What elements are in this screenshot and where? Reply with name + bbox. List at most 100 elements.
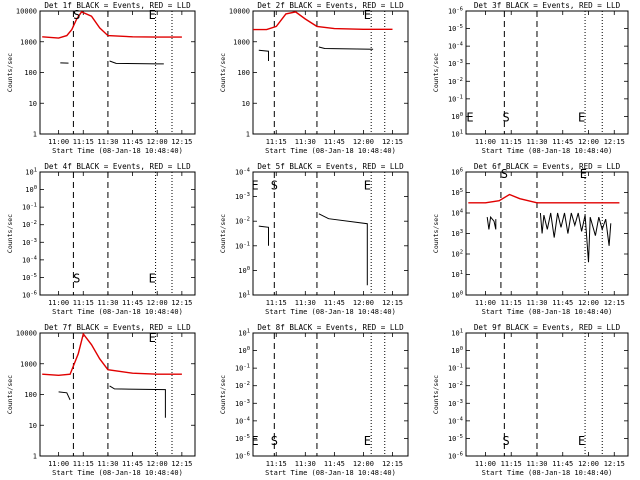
y-tick-label: 10-4 <box>235 416 251 425</box>
x-tick-label: 12:00 <box>578 299 599 307</box>
y-tick-label: 106 <box>451 168 463 177</box>
marker-e: E <box>364 8 371 22</box>
panel-det-6: Det 6f BLACK = Events, RED = LLD10010110… <box>432 162 629 316</box>
y-tick-label: 10-1 <box>235 241 250 250</box>
x-tick-label: 11:15 <box>501 138 522 146</box>
marker-e: E <box>364 434 371 448</box>
y-tick-label: 1 <box>246 131 250 139</box>
y-tick-exponent: -5 <box>456 434 463 440</box>
x-tick-label: 11:30 <box>526 299 547 307</box>
y-tick-label: 10-6 <box>448 7 463 16</box>
marker-e: E <box>251 434 258 448</box>
y-tick-exponent: -2 <box>30 220 37 226</box>
plot-frame <box>465 10 629 135</box>
y-tick-label: 1000 <box>20 38 37 46</box>
y-tick-label: 10-4 <box>22 255 38 264</box>
x-tick-label: 11:30 <box>526 460 547 468</box>
x-tick-label: 12:00 <box>353 299 374 307</box>
y-tick-label: 10-3 <box>448 59 463 68</box>
y-tick-label: 102 <box>451 250 463 259</box>
panel-det-3: Det 3f BLACK = Events, RED = LLD10110010… <box>432 1 629 155</box>
x-tick-label: 11:00 <box>475 299 496 307</box>
marker-e: E <box>580 167 587 181</box>
y-tick-exponent: -1 <box>456 364 463 370</box>
x-tick-label: 11:15 <box>73 460 94 468</box>
marker-e: E <box>364 178 371 192</box>
y-tick-label: 10-3 <box>22 238 37 247</box>
series-red <box>42 11 182 39</box>
x-tick-label: 11:00 <box>475 138 496 146</box>
x-tick-label: 11:00 <box>475 460 496 468</box>
x-tick-label: 11:30 <box>295 138 316 146</box>
y-tick-label: 10-6 <box>22 291 37 300</box>
y-tick-label: 101 <box>451 130 463 139</box>
plot-frame <box>252 332 409 457</box>
y-tick-label: 1 <box>33 453 37 461</box>
y-tick-exponent: -6 <box>243 452 250 458</box>
x-tick-label: 11:30 <box>97 138 118 146</box>
series-black <box>258 49 269 61</box>
y-tick-label: 10-3 <box>448 399 463 408</box>
panel-det-2: Det 2f BLACK = Events, RED = LLD 1 10 100 10… <box>219 1 409 155</box>
y-tick-label: 1 <box>33 131 37 139</box>
x-tick-label: 11:30 <box>526 138 547 146</box>
y-axis-label: Counts/sec <box>432 53 440 92</box>
x-tick-label: 11:45 <box>552 138 573 146</box>
marker-s: S <box>501 167 508 181</box>
y-tick-exponent: 1 <box>247 291 250 297</box>
y-tick-label: 10000 <box>16 330 37 338</box>
y-tick-exponent: -2 <box>456 77 463 83</box>
x-tick-label: 11:15 <box>501 299 522 307</box>
y-tick-label: 100 <box>24 391 37 399</box>
x-tick-label: 12:15 <box>171 460 192 468</box>
y-tick-exponent: -3 <box>456 59 463 65</box>
x-axis-label: Start Time (08-Jan-18 10:48:40) <box>52 469 183 477</box>
x-tick-label: 11:45 <box>324 460 345 468</box>
y-tick-label: 10-4 <box>235 168 251 177</box>
y-tick-exponent: 1 <box>460 329 463 335</box>
x-axis-label: Start Time (08-Jan-18 10:48:40) <box>52 147 183 155</box>
y-tick-label: 10 <box>242 100 250 108</box>
y-tick-label: 10-2 <box>448 77 463 86</box>
x-tick-label: 11:15 <box>501 460 522 468</box>
x-tick-label: 11:45 <box>122 460 143 468</box>
marker-s: S <box>73 8 80 22</box>
x-tick-label: 11:00 <box>48 299 69 307</box>
x-tick-label: 11:30 <box>295 460 316 468</box>
y-tick-exponent: 3 <box>460 229 463 235</box>
y-tick-exponent: -4 <box>243 168 250 174</box>
y-tick-label: 101 <box>451 270 463 279</box>
x-tick-label: 12:15 <box>604 460 625 468</box>
y-tick-exponent: 0 <box>34 185 37 191</box>
x-tick-label: 12:15 <box>382 138 403 146</box>
x-axis-label: Start Time (08-Jan-18 10:48:40) <box>482 147 613 155</box>
x-tick-label: 11:45 <box>324 138 345 146</box>
y-tick-exponent: -2 <box>243 381 250 387</box>
marker-e: E <box>578 434 585 448</box>
y-tick-exponent: 1 <box>34 168 37 174</box>
y-tick-exponent: -5 <box>456 24 463 30</box>
series-black <box>318 213 368 286</box>
x-tick-label: 12:00 <box>353 460 374 468</box>
x-tick-label: 12:15 <box>171 138 192 146</box>
y-tick-exponent: 1 <box>247 329 250 335</box>
x-tick-label: 12:00 <box>353 138 374 146</box>
series-black <box>539 212 612 263</box>
panel-det-1: Det 1f BLACK = Events, RED = LLD 1 10 100 10… <box>6 1 196 155</box>
panel-title: Det 4f BLACK = Events, RED = LLD <box>44 162 191 171</box>
marker-e: E <box>466 110 473 124</box>
y-tick-exponent: -5 <box>30 273 37 279</box>
plot-frame <box>252 171 409 296</box>
y-axis-label: Counts/sec <box>219 375 227 414</box>
series-red <box>42 332 182 377</box>
y-tick-label: 103 <box>451 229 463 238</box>
y-axis-label: Counts/sec <box>6 53 14 92</box>
x-axis-label: Start Time (08-Jan-18 10:48:40) <box>265 147 396 155</box>
x-tick-label: 11:30 <box>295 299 316 307</box>
y-tick-exponent: -6 <box>456 452 463 458</box>
y-tick-label: 100 <box>451 291 463 300</box>
marker-s: S <box>271 178 278 192</box>
y-axis-label: Counts/sec <box>432 375 440 414</box>
y-tick-label: 10-1 <box>235 364 250 373</box>
